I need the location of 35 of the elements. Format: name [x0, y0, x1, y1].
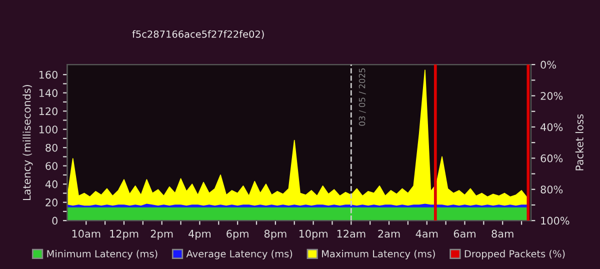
x-tick-label: 10am [72, 230, 100, 238]
y2-axis-title: Packet loss [575, 114, 584, 170]
x-tick-label: 12am [337, 230, 366, 238]
y2-tick-label: 60% [540, 154, 563, 162]
x-tick-label: 12pm [110, 230, 138, 240]
y-tick-label: 120 [39, 107, 58, 116]
y-tick-label: 140 [39, 89, 58, 97]
x-tick-label: 8pm [264, 230, 286, 240]
legend-label: Average Latency (ms) [186, 250, 292, 260]
ref-line-label: 03 / 05 / 2025 [358, 68, 366, 126]
y-axis-title: Latency (milliseconds) [22, 85, 33, 200]
y2-tick-label: 100% [541, 216, 570, 225]
y-tick-label: 100 [39, 126, 58, 134]
legend-label: Minimum Latency (ms) [47, 250, 158, 260]
x-tick-label: 6pm [226, 230, 248, 240]
y-tick-label: 40 [45, 180, 58, 188]
x-tick-label: 2pm [150, 230, 173, 240]
legend-label: Maximum Latency (ms) [322, 250, 435, 260]
legend-label: Dropped Packets (%) [464, 250, 565, 260]
y-tick-label: 0 [52, 216, 58, 225]
x-tick-label: 4pm [188, 230, 211, 240]
x-tick-label: 6am [454, 230, 476, 238]
chart-subtitle: f5c287166ace5f27f22fe02) [132, 30, 264, 39]
y-tick-label: 160 [39, 70, 58, 79]
y-tick-label: 20 [46, 198, 58, 206]
y2-tick-label: 20% [540, 92, 563, 100]
y2-tick-label: 0% [540, 60, 556, 69]
x-tick-label: 2am [378, 230, 400, 238]
y-tick-label: 80 [46, 144, 58, 152]
y2-tick-label: 40% [540, 123, 563, 132]
x-tick-label: 4am [416, 230, 438, 238]
x-tick-label: 10pm [299, 230, 328, 240]
x-tick-label: 8am [492, 230, 514, 238]
y-tick-label: 60 [46, 162, 58, 170]
y2-tick-label: 80% [540, 186, 563, 194]
